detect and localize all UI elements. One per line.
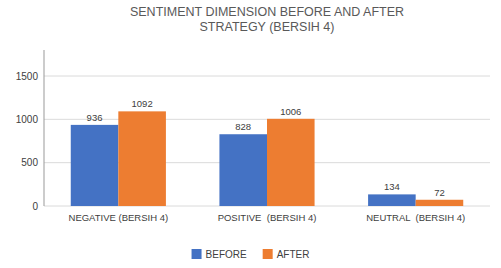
bar: [416, 200, 464, 206]
bar: [368, 194, 416, 206]
y-tick-label: 500: [21, 157, 38, 168]
y-tick-label: 1000: [16, 114, 39, 125]
chart: SENTIMENT DIMENSION BEFORE AND AFTERSTRA…: [0, 0, 501, 268]
x-tick-label: NEGATIVE (BERSIH 4): [69, 212, 169, 223]
legend-swatch: [192, 249, 202, 259]
bars: [71, 111, 463, 206]
data-label: 936: [87, 112, 103, 123]
data-label: 72: [434, 187, 445, 198]
data-label: 134: [384, 181, 400, 192]
title-line: SENTIMENT DIMENSION BEFORE AND AFTER: [130, 5, 404, 19]
grid-line: [44, 76, 490, 77]
data-label: 828: [235, 121, 251, 132]
bar: [219, 134, 267, 206]
legend-label: BEFORE: [206, 249, 247, 260]
legend: BEFORE AFTER: [192, 249, 310, 260]
title-line: STRATEGY (BERSIH 4): [200, 20, 335, 34]
legend-label: AFTER: [277, 249, 310, 260]
bar: [71, 125, 119, 206]
data-label: 1092: [132, 98, 153, 109]
x-tick-label: POSITIVE (BERSIH 4): [218, 212, 317, 223]
bar: [267, 119, 315, 206]
data-label: 1006: [280, 106, 301, 117]
y-axis-line: [44, 50, 45, 206]
title: SENTIMENT DIMENSION BEFORE AND AFTERSTRA…: [130, 5, 404, 34]
x-tick-label: NEUTRAL (BERSIH 4): [366, 212, 465, 223]
bar: [118, 111, 166, 206]
y-tick-label: 1500: [16, 71, 39, 82]
y-tick-label: 0: [32, 201, 38, 212]
legend-swatch: [263, 249, 273, 259]
